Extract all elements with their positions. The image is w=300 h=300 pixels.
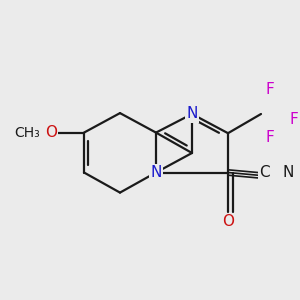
Text: N: N xyxy=(186,106,198,122)
Text: F: F xyxy=(266,82,274,98)
Text: CH₃: CH₃ xyxy=(14,126,40,140)
Text: C: C xyxy=(259,165,269,180)
Text: O: O xyxy=(222,214,234,230)
Text: N: N xyxy=(150,165,162,180)
Text: F: F xyxy=(266,130,274,146)
Text: F: F xyxy=(290,112,298,128)
Text: O: O xyxy=(45,125,57,140)
Text: N: N xyxy=(282,165,294,180)
